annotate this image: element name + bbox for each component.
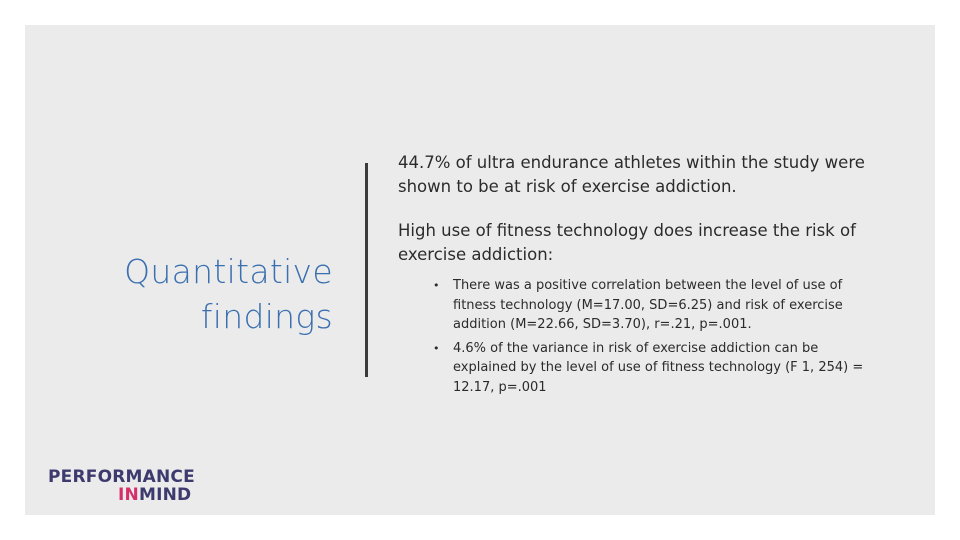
bullet-item-variance: • 4.6% of the variance in risk of exerci… xyxy=(433,339,878,398)
finding-paragraph-1: 44.7% of ultra endurance athletes within… xyxy=(398,153,865,196)
slide-body: 44.7% of ultra endurance athletes within… xyxy=(398,151,878,401)
bullet-dot-icon: • xyxy=(433,341,440,355)
bullet-item-correlation: • There was a positive correlation betwe… xyxy=(433,276,878,335)
slide-title: Quantitative findings xyxy=(124,249,333,339)
bullet-dot-icon: • xyxy=(433,279,440,292)
logo-line-2: INMIND xyxy=(48,486,195,504)
bullet-text: 4.6% of the variance in risk of exercise… xyxy=(453,340,864,395)
logo-line-1: PERFORMANCE xyxy=(48,467,195,487)
finding-paragraph-2: High use of fitness technology does incr… xyxy=(398,221,856,264)
vertical-divider xyxy=(365,163,368,377)
performance-in-mind-logo: PERFORMANCE INMIND xyxy=(48,468,195,504)
slide-canvas: Quantitative findings 44.7% of ultra end… xyxy=(25,25,935,515)
slide-title-line-2: findings xyxy=(200,297,333,336)
slide-title-line-1: Quantitative xyxy=(124,252,333,291)
logo-mind-text: MIND xyxy=(138,485,192,505)
findings-bullet-list: • There was a positive correlation betwe… xyxy=(398,276,878,397)
bullet-text: There was a positive correlation between… xyxy=(453,278,843,332)
logo-in-highlight: IN xyxy=(118,485,139,505)
